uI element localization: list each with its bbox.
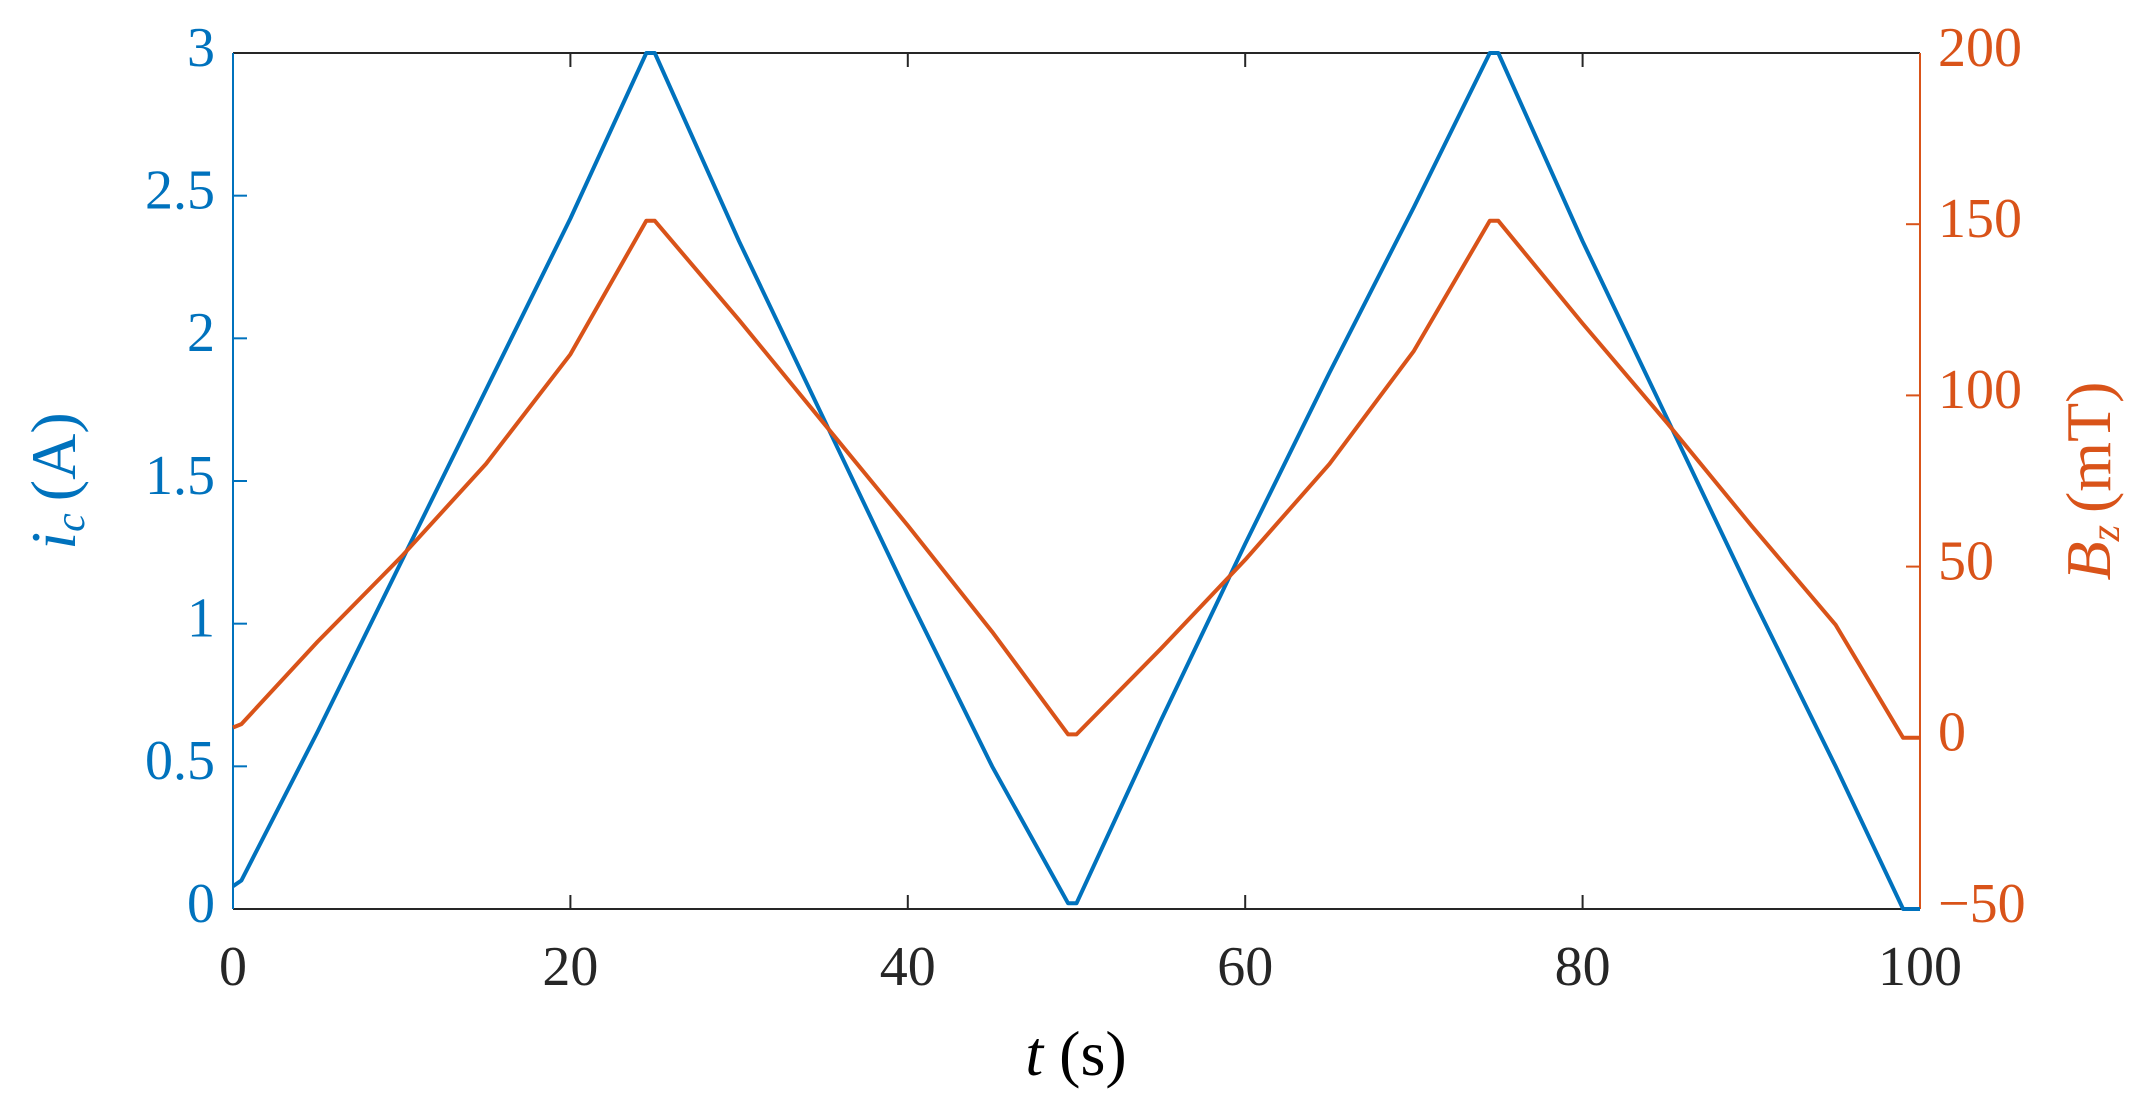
y-label-unit: (A): [18, 412, 89, 501]
y-tick-label: 3: [187, 17, 215, 79]
x-tick-label: 60: [1217, 936, 1273, 998]
x-tick-label: 80: [1555, 936, 1611, 998]
y-label-subscript: c: [48, 513, 94, 532]
y-label-symbol: i: [18, 532, 89, 550]
x-tick-label: 20: [542, 936, 598, 998]
y2-tick-label: 100: [1938, 359, 2022, 421]
y2-label-symbol: B: [2053, 541, 2124, 580]
y2-tick-label: 0: [1938, 702, 1966, 764]
x-tick-label: 0: [219, 936, 247, 998]
series-line: [231, 51, 1920, 911]
y-tick-label: 1.5: [145, 445, 215, 507]
y2-label-subscript: z: [2083, 525, 2129, 542]
y-tick-label: 0.5: [145, 730, 215, 792]
x-tick-label: 40: [880, 936, 936, 998]
y-tick-label: 2: [187, 302, 215, 364]
x-label-unit: (s): [1059, 1018, 1127, 1089]
y-axis-label: ic (A): [18, 412, 94, 549]
y-tick-label: 0: [187, 873, 215, 935]
x-axis-label: t (s): [1025, 1018, 1126, 1089]
y2-tick-label: −50: [1938, 873, 2026, 935]
y2-tick-label: 200: [1938, 17, 2022, 79]
y2-tick-label: 150: [1938, 188, 2022, 250]
y2-tick-label: 50: [1938, 530, 1994, 592]
y2-axis-label: Bz (mT): [2053, 382, 2129, 581]
series-line: [232, 218, 1920, 740]
y-tick-label: 2.5: [145, 160, 215, 222]
y-tick-label: 1: [187, 588, 215, 650]
x-label-symbol: t: [1025, 1018, 1045, 1089]
x-tick-label: 100: [1878, 936, 1962, 998]
y2-label-unit: (mT): [2053, 382, 2124, 514]
